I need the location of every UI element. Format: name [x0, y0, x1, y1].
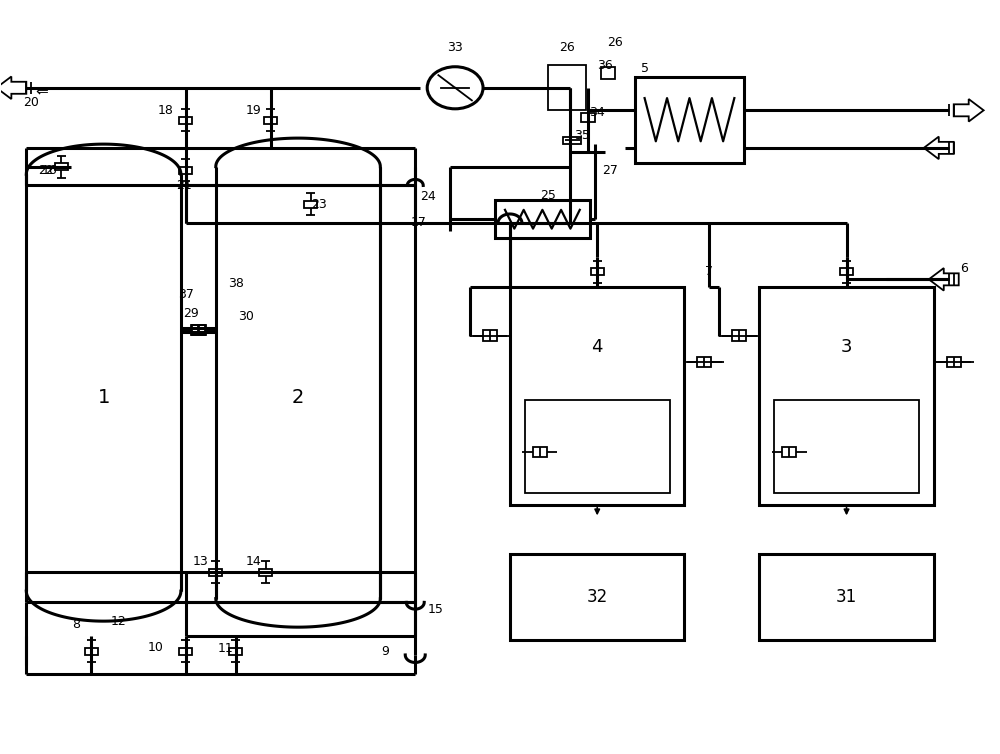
- Bar: [840, 268, 853, 275]
- Bar: [563, 136, 581, 144]
- Text: 38: 38: [228, 277, 244, 290]
- Text: 25: 25: [540, 188, 556, 202]
- Text: 4: 4: [591, 338, 603, 356]
- Text: 6: 6: [960, 262, 968, 274]
- Text: 22: 22: [38, 164, 54, 177]
- Bar: [179, 117, 192, 124]
- Bar: [548, 66, 586, 110]
- Text: 2: 2: [292, 388, 304, 407]
- Bar: [510, 287, 684, 504]
- Bar: [229, 648, 242, 654]
- Text: 7: 7: [705, 265, 713, 278]
- Text: 18: 18: [158, 104, 174, 117]
- Text: 37: 37: [178, 288, 194, 301]
- Text: ⇐: ⇐: [35, 84, 48, 99]
- Bar: [259, 569, 272, 576]
- Bar: [581, 113, 595, 122]
- Text: 29: 29: [183, 307, 199, 320]
- Bar: [533, 447, 547, 458]
- Text: 32: 32: [587, 587, 608, 605]
- Bar: [591, 268, 604, 275]
- Bar: [759, 287, 934, 504]
- Text: 36: 36: [597, 59, 613, 72]
- Text: 3: 3: [841, 338, 852, 356]
- Text: 24: 24: [420, 190, 436, 204]
- Text: 17: 17: [410, 216, 426, 229]
- Polygon shape: [0, 76, 26, 99]
- Bar: [635, 76, 744, 163]
- Polygon shape: [924, 136, 954, 159]
- Text: 10: 10: [148, 641, 164, 654]
- Bar: [525, 400, 670, 493]
- Bar: [55, 163, 68, 170]
- Bar: [483, 330, 497, 341]
- Bar: [192, 325, 206, 336]
- Bar: [209, 569, 222, 576]
- Bar: [85, 648, 98, 654]
- Text: 9: 9: [381, 645, 389, 657]
- Text: 31: 31: [836, 587, 857, 605]
- Text: 1: 1: [97, 388, 110, 407]
- Text: 26: 26: [607, 36, 623, 49]
- Text: 13: 13: [193, 554, 209, 568]
- Text: 27: 27: [602, 164, 618, 177]
- Bar: [495, 201, 590, 238]
- Text: 16: 16: [41, 164, 57, 177]
- Text: 21: 21: [176, 179, 192, 192]
- Text: 19: 19: [246, 104, 262, 117]
- Bar: [304, 201, 317, 207]
- Polygon shape: [929, 268, 959, 290]
- Text: 15: 15: [427, 603, 443, 616]
- Text: 8: 8: [72, 618, 80, 631]
- Text: 12: 12: [110, 615, 126, 627]
- Bar: [264, 117, 277, 124]
- Bar: [697, 357, 711, 367]
- Text: 11: 11: [218, 642, 234, 655]
- Bar: [179, 167, 192, 174]
- Text: 23: 23: [311, 198, 326, 210]
- Bar: [732, 330, 746, 341]
- Bar: [947, 357, 961, 367]
- Text: 20: 20: [23, 97, 39, 109]
- Text: 33: 33: [447, 41, 463, 54]
- Text: 35: 35: [574, 129, 590, 142]
- Bar: [191, 325, 205, 336]
- Bar: [601, 67, 615, 78]
- Bar: [774, 400, 919, 493]
- Text: 5: 5: [641, 63, 649, 75]
- Text: 34: 34: [589, 106, 605, 119]
- Polygon shape: [954, 99, 984, 121]
- Bar: [759, 553, 934, 640]
- Bar: [510, 553, 684, 640]
- Text: 26: 26: [559, 41, 575, 54]
- Text: 14: 14: [246, 554, 262, 568]
- Text: 30: 30: [238, 311, 254, 323]
- Bar: [179, 648, 192, 654]
- Bar: [782, 447, 796, 458]
